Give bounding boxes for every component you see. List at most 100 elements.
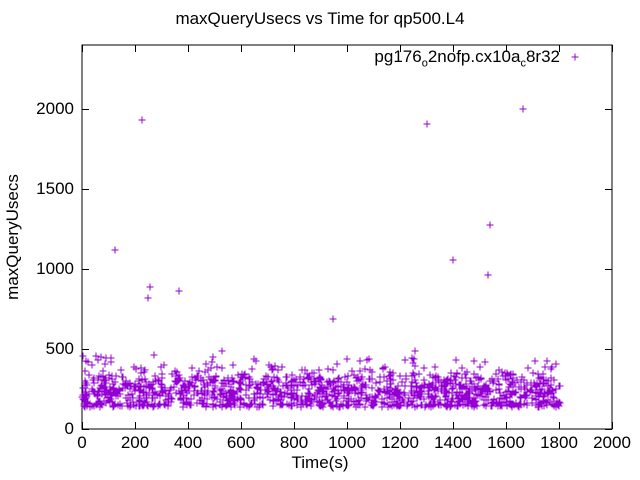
data-point — [389, 376, 397, 384]
data-point — [162, 392, 170, 400]
data-point — [472, 390, 480, 398]
data-point — [416, 384, 424, 392]
data-point — [404, 398, 412, 406]
legend-label-subscript: c — [520, 57, 526, 70]
x-tick-label: 1600 — [487, 433, 525, 452]
data-point — [293, 392, 301, 400]
data-point — [415, 391, 423, 399]
data-point — [149, 378, 157, 386]
data-point — [311, 377, 319, 385]
data-point — [331, 386, 339, 394]
data-point — [356, 367, 364, 375]
data-point — [470, 380, 478, 388]
data-point — [425, 387, 433, 395]
data-point — [240, 401, 248, 409]
data-point — [252, 380, 260, 388]
data-point — [432, 372, 440, 380]
data-point — [265, 385, 273, 393]
data-point — [324, 365, 332, 373]
data-point — [119, 373, 127, 381]
data-point — [448, 398, 456, 406]
data-point — [90, 388, 98, 396]
data-point — [383, 394, 391, 402]
data-point — [487, 402, 495, 410]
data-point — [204, 387, 212, 395]
data-point — [151, 372, 159, 380]
data-point — [167, 394, 175, 402]
data-point — [278, 401, 286, 409]
data-point — [350, 400, 358, 408]
data-point — [517, 401, 525, 409]
data-point — [541, 363, 549, 371]
data-point — [306, 373, 314, 381]
data-point — [241, 370, 249, 378]
data-point — [236, 403, 244, 411]
data-point — [179, 403, 187, 411]
data-point — [405, 394, 413, 402]
data-point — [131, 387, 139, 395]
data-point — [245, 384, 253, 392]
data-point — [401, 356, 409, 364]
data-point — [175, 387, 183, 395]
data-point — [520, 376, 528, 384]
data-point — [326, 378, 334, 386]
y-tick-label: 2000 — [36, 99, 74, 118]
data-point — [446, 379, 454, 387]
data-point — [330, 377, 338, 385]
data-point — [81, 367, 89, 375]
data-point — [78, 393, 86, 401]
data-point — [218, 347, 226, 355]
data-point — [520, 400, 528, 408]
y-tick-label: 1500 — [36, 179, 74, 198]
data-point — [398, 396, 406, 404]
data-point — [335, 374, 343, 382]
data-point — [492, 386, 500, 394]
data-point — [365, 396, 373, 404]
data-point — [224, 377, 232, 385]
data-point — [396, 372, 404, 380]
data-point — [380, 385, 388, 393]
data-point — [361, 403, 369, 411]
data-point — [492, 400, 500, 408]
legend: pg176o2nofp.cx10ac8r32 — [374, 47, 560, 70]
data-point — [431, 400, 439, 408]
data-point — [238, 373, 246, 381]
data-point — [397, 401, 405, 409]
data-point — [229, 361, 237, 369]
data-point — [533, 383, 541, 391]
outlier-point — [111, 246, 119, 254]
data-point — [390, 395, 398, 403]
data-point — [478, 392, 486, 400]
data-point — [82, 357, 90, 365]
data-point — [136, 392, 144, 400]
legend-marker-icon — [571, 53, 579, 61]
data-point — [93, 391, 101, 399]
data-point — [426, 383, 434, 391]
legend-label-part: 2nofp.cx10a — [427, 47, 521, 66]
data-point — [472, 374, 480, 382]
data-point — [354, 373, 362, 381]
data-point — [251, 394, 259, 402]
data-point — [476, 385, 484, 393]
data-point — [361, 365, 369, 373]
data-point — [195, 367, 203, 375]
data-point — [259, 401, 267, 409]
data-point — [268, 377, 276, 385]
data-point — [334, 390, 342, 398]
data-point — [540, 392, 548, 400]
data-point — [452, 391, 460, 399]
data-point — [287, 402, 295, 410]
data-point — [191, 374, 199, 382]
data-point — [135, 396, 143, 404]
data-point — [340, 392, 348, 400]
data-point — [212, 373, 220, 381]
data-point — [157, 383, 165, 391]
data-point — [92, 352, 100, 360]
data-point — [341, 373, 349, 381]
data-point — [451, 376, 459, 384]
data-point — [167, 384, 175, 392]
data-point — [387, 380, 395, 388]
data-point — [191, 382, 199, 390]
data-point — [398, 378, 406, 386]
data-point — [328, 391, 336, 399]
